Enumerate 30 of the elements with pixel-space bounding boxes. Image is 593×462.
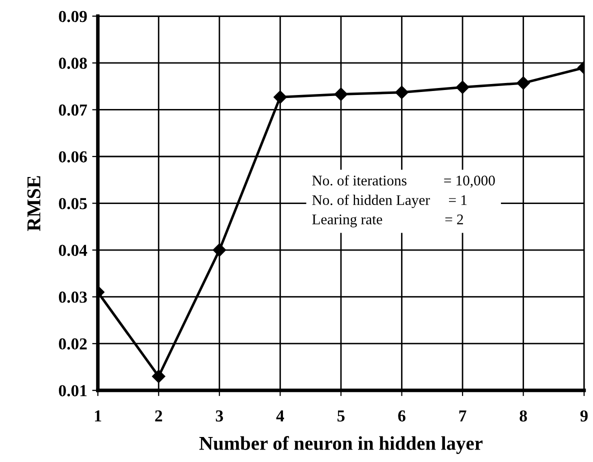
y-tick-label: 0.02 (58, 338, 87, 350)
point (152, 370, 166, 383)
x-tick-label: 7 (459, 410, 466, 422)
point (456, 80, 470, 94)
x-tick-label: 9 (580, 410, 588, 422)
y-tick-label: 0.05 (58, 198, 87, 210)
annotation: Learing rate = 2 (312, 214, 463, 228)
point (274, 90, 287, 104)
y-tick-label: 0.01 (58, 385, 87, 396)
y-tick-label: 0.04 (58, 244, 88, 256)
annotation: No. of iterations = 10,000 (312, 175, 495, 188)
y-tick-label: 0.07 (58, 104, 88, 116)
x-tick-label: 4 (276, 410, 284, 422)
x-tick-label: 1 (95, 410, 102, 422)
x-tick-label: 5 (337, 410, 345, 422)
x-tick-label: 2 (155, 410, 162, 422)
point (395, 86, 408, 100)
y-tick-label: 0.06 (58, 151, 87, 163)
x-tick-label: 3 (216, 410, 224, 422)
x-tick-label: 6 (398, 410, 406, 422)
x-axis-title: Number of neuron in hidden layer (199, 436, 483, 454)
y-axis-title: RMSE (27, 176, 40, 232)
y-tick-label: 0.09 (58, 10, 87, 22)
x-tick-label: 8 (520, 410, 527, 422)
point (212, 243, 226, 257)
point (516, 76, 530, 90)
annotation: No. of hidden Layer = 1 (312, 194, 467, 208)
y-tick-label: 0.08 (58, 58, 87, 69)
point (334, 88, 348, 101)
y-tick-label: 0.03 (58, 292, 87, 303)
